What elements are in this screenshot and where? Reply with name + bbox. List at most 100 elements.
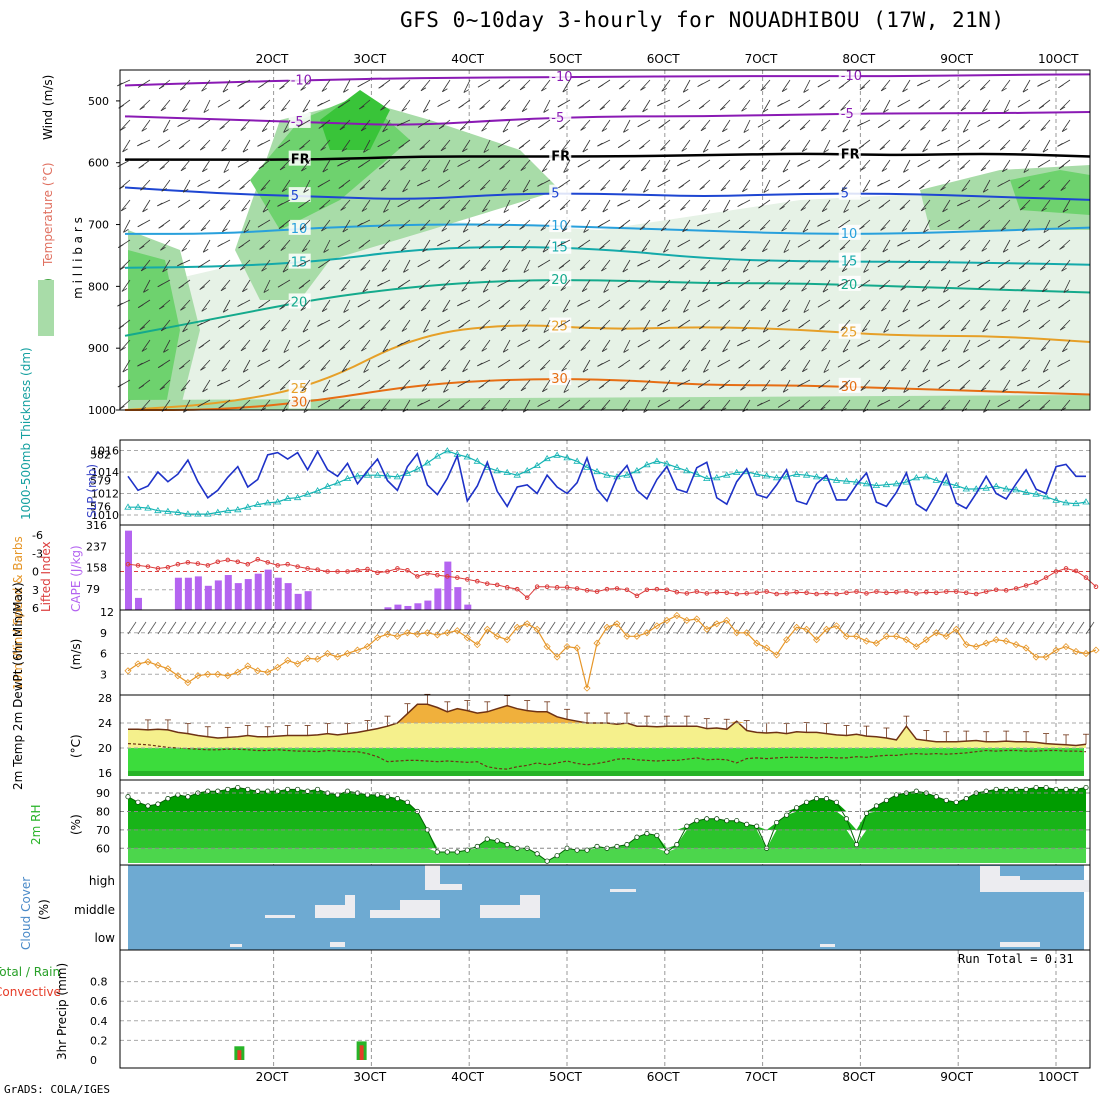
- wind-speed-point: [194, 672, 202, 680]
- li-point: [724, 590, 730, 596]
- wind-barb: [819, 99, 831, 110]
- wind-barb-flag: [1002, 168, 1008, 173]
- isotherm-line: [124, 324, 1091, 411]
- wind-barb-flag: [462, 368, 468, 373]
- rh-point: [1013, 786, 1019, 792]
- wind-barb-flag: [920, 347, 926, 351]
- wind-barb-flag: [840, 327, 847, 331]
- wind-barb: [660, 359, 671, 371]
- wind-barb-flag: [959, 386, 966, 391]
- rh-point: [823, 796, 830, 802]
- wind-barb-flag: [778, 264, 784, 269]
- wind-barb-flag: [262, 348, 268, 353]
- wind-barb-flag: [1022, 228, 1028, 233]
- wind-barb-flag: [702, 288, 708, 293]
- wind-barb: [419, 359, 431, 371]
- wind-barb-flag: [902, 88, 908, 93]
- wind-barb-flag: [157, 202, 163, 207]
- wind-speed-point: [264, 668, 272, 676]
- wind-speed-point: [543, 643, 551, 651]
- wind-barb: [321, 79, 331, 92]
- cloud-left-label: Cloud Cover: [19, 877, 33, 950]
- wind-barb: [479, 319, 491, 330]
- rh-point: [674, 842, 680, 848]
- wind-barb-flag: [960, 246, 966, 251]
- thickness-point: [513, 471, 521, 478]
- wind-barb: [181, 239, 191, 252]
- wind-barb-flag: [419, 285, 425, 290]
- isotherm-label-bg: [288, 150, 311, 166]
- axis-tick-label: 600: [88, 157, 109, 170]
- wind-barb: [340, 199, 351, 211]
- wind-barb: [299, 359, 311, 370]
- wind-barb-flag: [1001, 307, 1007, 312]
- surface-wind-barb: [307, 621, 316, 635]
- wind-barb: [823, 359, 831, 373]
- wind-barb-flag: [198, 344, 204, 349]
- wind-barb: [861, 239, 871, 252]
- wind-barb: [480, 399, 491, 411]
- wind-barb-flag: [217, 324, 224, 328]
- wind-barb-flag: [683, 309, 689, 313]
- wind-barb: [960, 319, 971, 332]
- wind-barb: [359, 399, 371, 411]
- surface-wind-barb: [287, 621, 296, 635]
- wind-barb: [659, 279, 671, 291]
- isotherm-label: 25: [841, 326, 858, 341]
- wind-barb-flag: [780, 147, 787, 151]
- wind-barb-flag: [498, 305, 505, 310]
- wind-barb: [1042, 139, 1051, 153]
- wind-barb: [682, 219, 691, 233]
- wind-barb-flag: [519, 226, 525, 230]
- wind-barb-flag: [218, 404, 224, 409]
- wind-barb: [543, 319, 551, 333]
- wind-barb-flag: [519, 86, 526, 91]
- cape-bar: [254, 573, 262, 610]
- wind-barb-flag: [863, 269, 869, 273]
- wind-barb-flag: [737, 342, 743, 347]
- wind-barb: [500, 319, 511, 331]
- wind-barb-flag: [1043, 368, 1049, 373]
- thickness-point: [982, 484, 990, 491]
- li-point: [235, 559, 241, 565]
- wind-barb-flag: [1058, 385, 1065, 390]
- wind-barb-flag: [123, 229, 129, 233]
- surface-wind-barb: [766, 621, 775, 635]
- thickness-point: [503, 468, 511, 476]
- x-tick-label-top: 5OCT: [549, 52, 582, 66]
- surface-wind-barb: [1075, 621, 1085, 635]
- wind-barb-flag: [317, 403, 324, 408]
- wind-barb-flag: [199, 286, 205, 290]
- wind-barb: [381, 259, 391, 272]
- wind-barb-flag: [998, 344, 1004, 349]
- wind-barb: [281, 179, 291, 192]
- wind-barb-flag: [357, 222, 363, 227]
- wind-barb-flag: [678, 184, 684, 189]
- wind-barb: [919, 399, 931, 410]
- temp-fill: [128, 704, 1086, 748]
- wind-barb: [299, 219, 311, 231]
- wind-barb-flag: [620, 107, 627, 112]
- slp-tick-label: 1012: [91, 487, 119, 500]
- wind-barb-flag: [618, 225, 625, 229]
- surface-wind-barb: [427, 621, 436, 635]
- li-point: [744, 591, 750, 596]
- thickness-point: [882, 480, 891, 488]
- wind-barb-flag: [402, 188, 408, 193]
- thickness-point: [962, 485, 971, 492]
- wind-barb-flag: [762, 248, 768, 253]
- wind-barb: [361, 339, 371, 352]
- wind-barb: [803, 299, 811, 313]
- wind-barb: [861, 99, 871, 112]
- wind-barb-flag: [1037, 303, 1043, 307]
- wind-speed-point: [673, 611, 681, 620]
- wind-barb-flag: [939, 245, 945, 250]
- wind-barb: [1059, 99, 1071, 111]
- slp-line: [127, 449, 1086, 512]
- wind-barb-flag: [703, 369, 709, 373]
- wind-barb-flag: [159, 166, 165, 170]
- surface-wind-barb: [397, 621, 406, 635]
- wind-barb-flag: [1000, 366, 1006, 371]
- thickness-point: [244, 503, 252, 510]
- li-point: [474, 578, 480, 584]
